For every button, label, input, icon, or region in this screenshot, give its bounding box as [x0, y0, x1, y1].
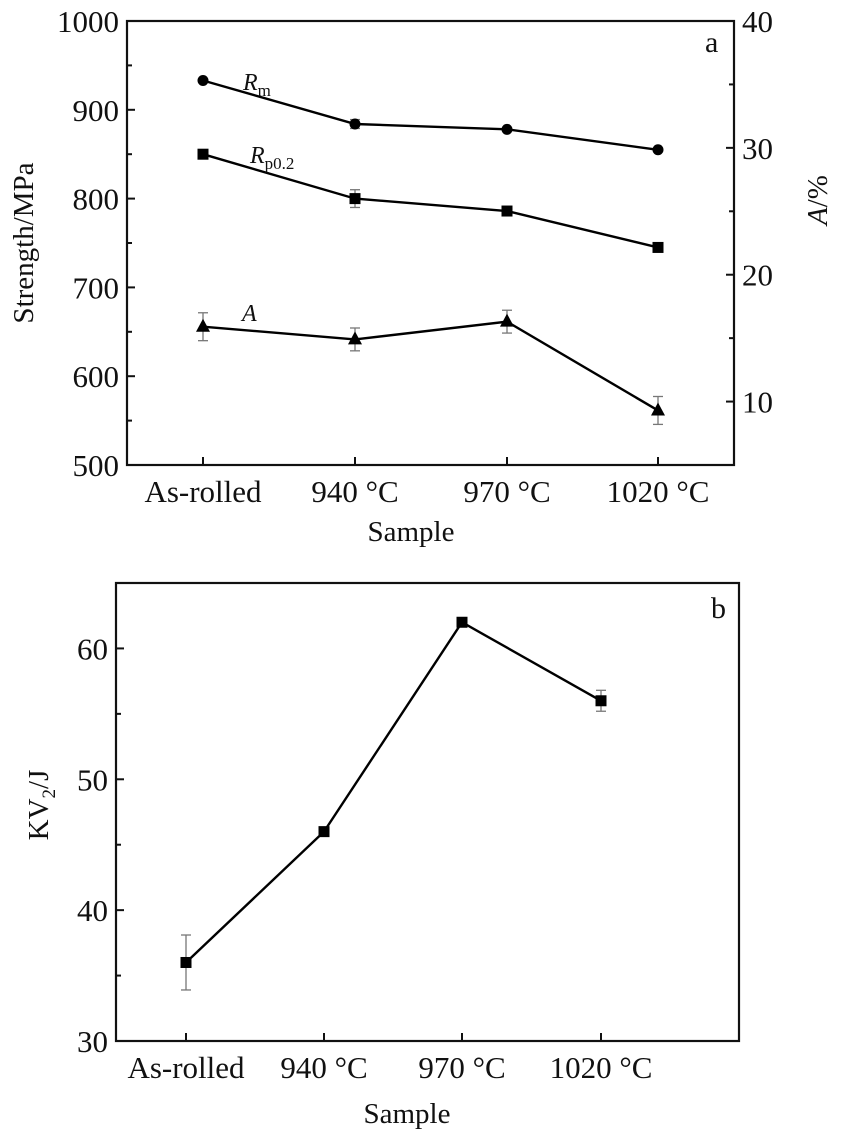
series-kv2-line	[185, 620, 602, 964]
data-point-circle	[349, 118, 361, 130]
series-kv2	[180, 616, 607, 991]
y-tick-label: 700	[73, 270, 120, 305]
data-point-square	[652, 241, 664, 253]
x-tick-label: 970 °C	[463, 474, 550, 509]
series-rm-line	[202, 79, 659, 151]
y-tick-label: 1000	[57, 4, 119, 39]
series-rm-label: Rm	[242, 70, 271, 100]
chart-b-plot-frame	[114, 581, 741, 1043]
chart-b-y-axis-main: KV	[23, 798, 55, 840]
data-point-square	[197, 148, 209, 160]
data-point-square	[456, 616, 468, 628]
x-tick-label: As-rolled	[144, 474, 262, 509]
data-point-circle	[197, 74, 209, 86]
chart-a-y2-axis-symbol: A	[802, 207, 834, 227]
series-a-line	[202, 320, 659, 412]
chart-b-x-axis-title: Sample	[364, 1098, 451, 1130]
series-label-main: A	[240, 301, 257, 327]
chart-a-panel-label: a	[705, 26, 718, 59]
chart-a-y2-axis-title: A/%	[802, 175, 834, 227]
y-tick-label: 40	[77, 893, 108, 928]
data-point-square	[501, 205, 513, 217]
data-point-square	[595, 695, 607, 707]
y-tick-label: 30	[77, 1024, 108, 1059]
series-rp0-2-label: Rp0.2	[249, 143, 294, 173]
chart-b-y-axis-tail: /J	[23, 770, 55, 789]
data-point-square	[349, 193, 361, 205]
x-tick-label: As-rolled	[127, 1050, 245, 1085]
chart-a: 500 600 700 800 900 1000 10 20 30 40 As-rolled 94…	[8, 4, 834, 548]
series-rp0-2-line	[202, 153, 659, 249]
series-rm: Rm	[197, 70, 664, 156]
data-point-triangle	[500, 313, 514, 327]
data-point-circle	[501, 123, 513, 135]
y-tick-label: 50	[77, 762, 108, 797]
y-tick-label: 900	[73, 93, 120, 128]
chart-b-panel-label: b	[711, 592, 726, 625]
y-tick-label: 60	[77, 631, 108, 666]
x-tick-label: 970 °C	[418, 1050, 505, 1085]
series-label-main: R	[249, 143, 265, 169]
x-tick-label: 940 °C	[280, 1050, 367, 1085]
y-tick-label: 500	[73, 448, 120, 483]
data-point-circle	[652, 144, 664, 156]
data-point-square	[180, 956, 192, 968]
y2-tick-label: 20	[742, 258, 773, 293]
y2-tick-label: 30	[742, 131, 773, 166]
chart-b-y-axis-title: KV2/J	[23, 770, 60, 841]
x-tick-label: 1020 °C	[550, 1050, 653, 1085]
chart-b-x-axis: As-rolled 940 °C 970 °C 1020 °C	[127, 1033, 652, 1085]
data-point-square	[318, 826, 330, 838]
chart-b-y-axis: 30 40 50 60	[77, 631, 124, 1059]
chart-a-left-axis: 500 600 700 800 900 1000	[57, 4, 135, 483]
chart-a-y-axis-title: Strength/MPa	[8, 162, 40, 323]
y2-tick-label: 10	[742, 385, 773, 420]
series-rp0-2: Rp0.2	[197, 143, 664, 253]
chart-a-y2-axis-unit: /%	[802, 175, 834, 207]
series-a: A	[196, 301, 665, 426]
x-tick-label: 1020 °C	[607, 474, 710, 509]
series-label-sub: m	[258, 81, 271, 100]
y-tick-label: 800	[73, 182, 120, 217]
y-tick-label: 600	[73, 359, 120, 394]
x-tick-label: 940 °C	[311, 474, 398, 509]
chart-b-y-axis-sub: 2	[39, 789, 60, 799]
chart-a-right-axis: 10 20 30 40	[726, 4, 773, 420]
y2-tick-label: 40	[742, 4, 773, 39]
chart-a-x-axis: As-rolled 940 °C 970 °C 1020 °C	[144, 457, 709, 509]
series-a-label: A	[240, 301, 257, 327]
data-point-triangle	[348, 331, 362, 345]
chart-b-series	[180, 616, 607, 991]
data-point-triangle	[651, 402, 665, 416]
series-label-main: R	[242, 70, 258, 96]
series-label-sub: p0.2	[265, 154, 295, 173]
data-point-triangle	[196, 318, 210, 332]
chart-a-x-axis-title: Sample	[368, 516, 455, 548]
